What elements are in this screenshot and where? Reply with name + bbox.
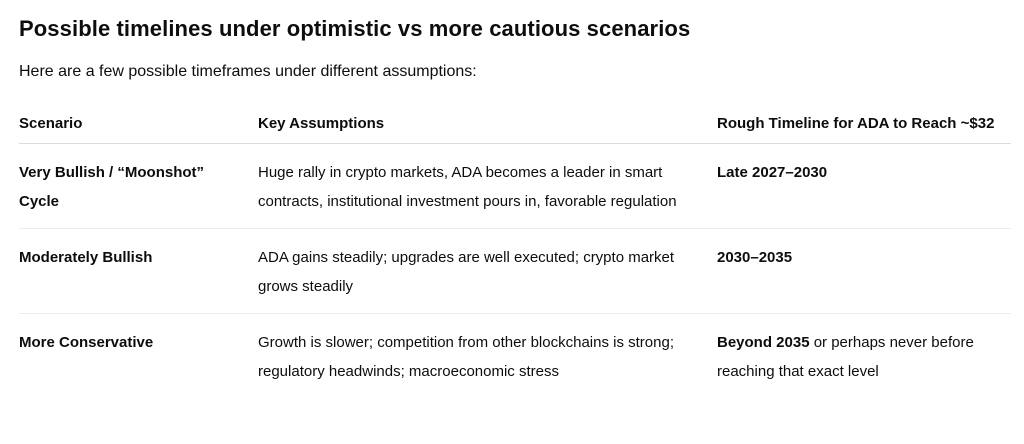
timeline-bold: 2030–2035 (717, 248, 793, 266)
cell-timeline: Beyond 2035 or perhaps never before reac… (717, 313, 1011, 398)
table-row: More Conservative Growth is slower; comp… (19, 313, 1011, 398)
intro-paragraph: Here are a few possible timeframes under… (19, 63, 477, 80)
cell-timeline: 2030–2035 (717, 228, 1011, 314)
header-timeline: Rough Timeline for ADA to Reach ~$32 (717, 99, 1011, 144)
timeline-bold: Late 2027–2030 (717, 163, 828, 181)
header-scenario: Scenario (19, 99, 258, 144)
cell-scenario: Moderately Bullish (19, 228, 258, 314)
cell-scenario: More Conservative (19, 333, 154, 351)
cell-scenario: Very Bullish / “Moonshot” Cycle (19, 143, 258, 229)
table-row: Very Bullish / “Moonshot” Cycle Huge ral… (19, 143, 1011, 229)
cell-timeline: Late 2027–2030 (717, 143, 1011, 229)
cell-assumptions: Growth is slower; competition from other… (258, 333, 674, 380)
cell-assumptions: Huge rally in crypto markets, ADA become… (258, 143, 717, 229)
scenario-table: Scenario Key Assumptions Rough Timeline … (19, 99, 1011, 398)
table-header-row: Scenario Key Assumptions Rough Timeline … (19, 99, 1011, 144)
table-row: Moderately Bullish ADA gains steadily; u… (19, 228, 1011, 314)
section-heading: Possible timelines under optimistic vs m… (19, 16, 691, 41)
timeline-bold: Beyond 2035 (717, 333, 810, 351)
cell-assumptions: ADA gains steadily; upgrades are well ex… (258, 228, 717, 314)
timeline-rest: or perhaps never before reaching that ex… (717, 333, 974, 380)
header-key-assumptions: Key Assumptions (258, 99, 717, 144)
